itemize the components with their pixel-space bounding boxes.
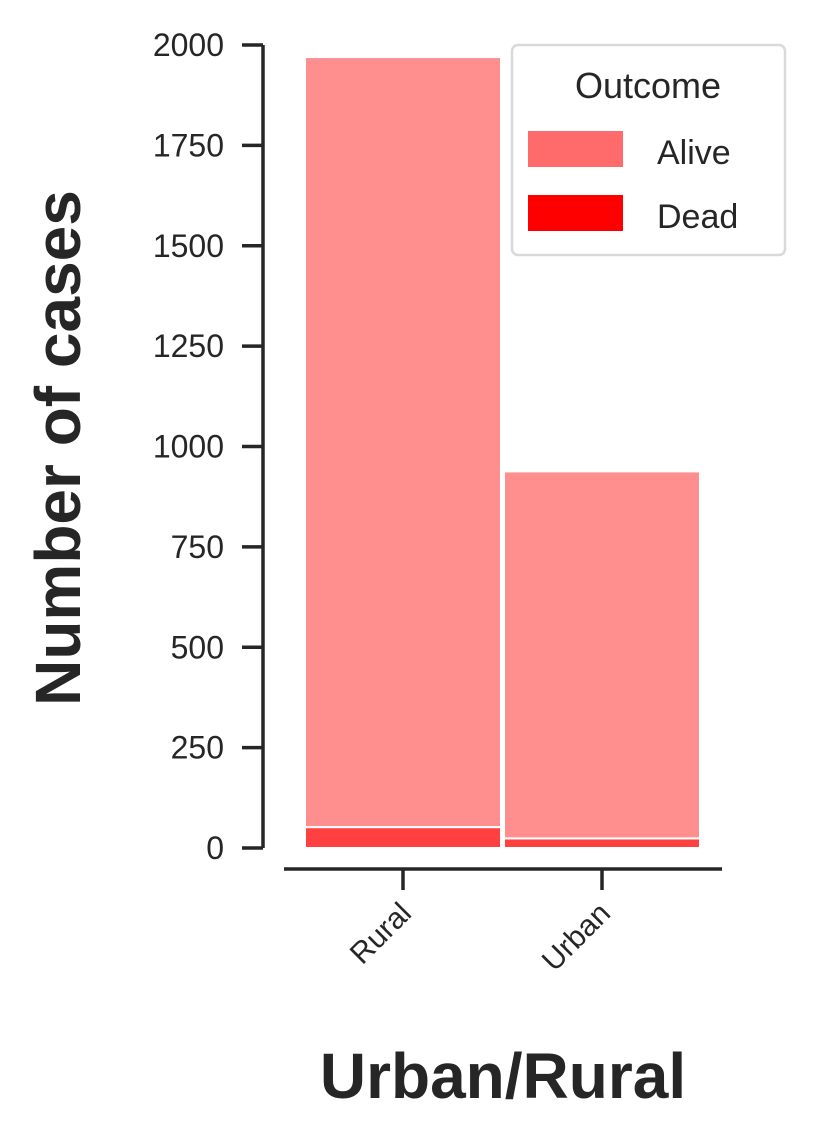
legend-label-alive: Alive [657,134,731,172]
y-tick-label-500: 500 [171,629,224,665]
x-tick-label-urban: Urban [536,897,617,978]
y-tick-label-1000: 1000 [153,429,224,465]
legend-label-dead: Dead [657,198,738,236]
y-axis: 0 250 500 750 1000 1250 1500 1750 2000 [153,27,265,866]
y-tick-label-1500: 1500 [153,228,224,264]
x-axis-title: Urban/Rural [320,1040,686,1112]
bar-urban-alive [503,470,701,840]
y-tick-label-1250: 1250 [153,328,224,364]
legend-title: Outcome [575,65,721,106]
y-tick-label-0: 0 [206,830,224,866]
legend: Outcome Alive Dead [510,43,787,257]
y-tick-label-750: 750 [171,529,224,565]
legend-swatch-dead [528,195,623,231]
bar-rural-dead [304,826,502,850]
y-axis-title: Number of cases [22,190,94,706]
y-tick-label-2000: 2000 [153,27,224,63]
x-axis: Rural Urban [284,867,722,978]
bar-urban-dead [503,837,701,850]
x-tick-label-rural: Rural [344,897,418,971]
legend-swatch-alive [528,131,623,167]
bar-rural-alive [304,56,502,829]
bars-group [304,56,701,850]
y-tick-label-1750: 1750 [153,127,224,163]
y-tick-label-250: 250 [171,730,224,766]
